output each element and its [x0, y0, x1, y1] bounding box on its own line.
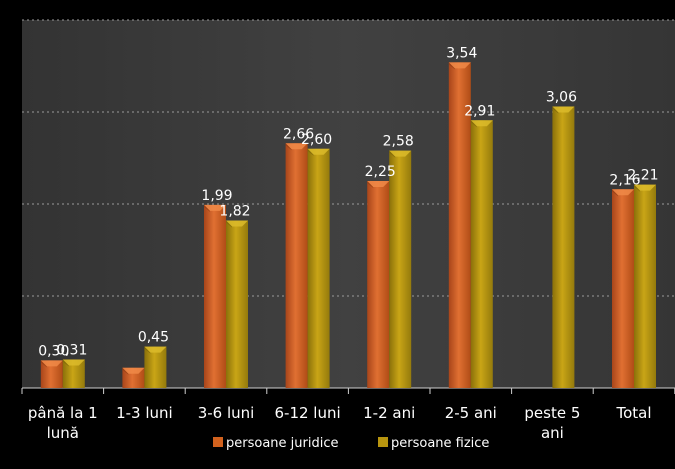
data-label-persoane-fizice: 3,06 — [546, 89, 577, 105]
bar-cap-shadow-persoane-juridice — [204, 204, 210, 212]
bar-cap-persoane-juridice — [204, 204, 226, 211]
x-tick-label: 6-12 luni — [275, 404, 341, 422]
bar-cap-shadow-persoane-juridice — [612, 189, 618, 197]
legend-swatch-persoane-fizice — [378, 437, 388, 447]
data-labels: 0,300,31 0,45 1,991,82 2,662,60 2,25 2,58 3,54… — [38, 45, 658, 359]
data-label-persoane-juridice: 2,16 — [609, 172, 640, 188]
x-tick-label: ani — [541, 424, 564, 442]
data-label-persoane-fizice: 2,21 — [627, 168, 658, 184]
data-label-persoane-fizice: 2,91 — [464, 103, 495, 119]
x-tick-label: peste 5 — [524, 404, 580, 422]
legend-swatch-persoane-juridice — [213, 437, 223, 447]
bar-persoane-fizice — [62, 359, 85, 388]
bar-persoane-fizice — [307, 148, 330, 388]
bar-cap-persoane-juridice — [40, 360, 63, 367]
data-label-persoane-juridice: 3,54 — [446, 45, 477, 61]
legend-label-persoane-juridice: persoane juridice — [226, 436, 338, 451]
bar-cap-shadow-persoane-fizice — [552, 106, 559, 114]
bar-persoane-fizice — [634, 184, 656, 388]
bar-cap-persoane-fizice — [144, 346, 167, 353]
data-label-persoane-juridice: 0,30 — [38, 343, 69, 359]
bar-cap-persoane-juridice — [285, 143, 308, 150]
data-label-persoane-juridice: 1,99 — [201, 188, 232, 204]
bar-persoane-fizice — [144, 346, 167, 388]
x-tick-label: până la 1 — [28, 404, 98, 422]
bar-cap-shadow-persoane-fizice — [470, 120, 477, 128]
bar-cap-persoane-fizice — [226, 220, 248, 227]
x-tick-labels: până la 1 lună 1-3 luni 3-6 luni 6-12 luni 1-… — [28, 404, 652, 442]
bar-persoane-juridice — [612, 189, 634, 388]
bar-cap-shadow-persoane-fizice — [389, 150, 396, 158]
bar-cap-persoane-fizice — [307, 148, 330, 155]
x-tick-label: 1-3 luni — [116, 404, 173, 422]
bar-cap-shadow-persoane-fizice — [307, 148, 314, 156]
bar-cap-persoane-juridice — [448, 62, 471, 69]
x-tick-label: 3-6 luni — [198, 404, 255, 422]
gridlines — [22, 19, 675, 297]
x-tick-label: Total — [615, 404, 651, 422]
bar-cap-shadow-persoane-juridice — [122, 367, 129, 375]
bar-persoane-juridice — [285, 143, 308, 388]
bar-cap-shadow-persoane-fizice — [62, 359, 69, 367]
bar-cap-persoane-fizice — [552, 106, 575, 113]
data-label-persoane-fizice: 1,82 — [219, 204, 250, 220]
bar-cap-persoane-juridice — [122, 367, 145, 374]
x-tick-label: 1-2 ani — [363, 404, 415, 422]
data-label-persoane-fizice: 0,31 — [56, 342, 87, 358]
bar-cap-shadow-persoane-fizice — [226, 220, 232, 228]
bar-persoane-juridice — [204, 204, 226, 388]
bar-persoane-juridice — [367, 181, 390, 388]
bar-persoane-fizice — [470, 120, 493, 388]
bar-cap-shadow-persoane-juridice — [40, 360, 47, 368]
bar-cap-shadow-persoane-juridice — [367, 181, 374, 188]
data-label-persoane-fizice: 2,58 — [383, 134, 414, 150]
bar-cap-persoane-fizice — [389, 150, 412, 157]
data-label-persoane-fizice: 0,45 — [138, 330, 169, 346]
bar-cap-shadow-persoane-juridice — [285, 143, 292, 151]
data-label-persoane-juridice: 2,25 — [365, 164, 396, 180]
data-label-persoane-fizice: 2,60 — [301, 132, 332, 148]
x-tick-label: lună — [47, 424, 79, 442]
legend: persoane juridice persoane fizice — [213, 436, 489, 451]
bar-persoane-fizice — [226, 220, 248, 388]
bar-cap-persoane-juridice — [367, 181, 390, 187]
x-tick-label: 2-5 ani — [445, 404, 497, 422]
bar-cap-persoane-fizice — [470, 120, 493, 127]
bar-persoane-fizice — [552, 106, 575, 388]
bar-persoane-fizice — [389, 150, 412, 388]
bar-cap-shadow-persoane-fizice — [634, 184, 640, 192]
bar-cap-shadow-persoane-juridice — [448, 62, 455, 70]
x-axis — [21, 387, 675, 394]
bar-persoane-juridice — [448, 62, 471, 388]
bars — [40, 62, 656, 388]
bar-cap-persoane-juridice — [612, 189, 634, 196]
bar-cap-persoane-fizice — [62, 359, 85, 366]
bar-persoane-juridice — [40, 360, 63, 388]
legend-label-persoane-fizice: persoane fizice — [391, 436, 489, 451]
bar-cap-shadow-persoane-fizice — [144, 346, 151, 354]
bar-cap-persoane-fizice — [634, 184, 656, 191]
data-label-persoane-juridice: 2,66 — [283, 126, 314, 142]
